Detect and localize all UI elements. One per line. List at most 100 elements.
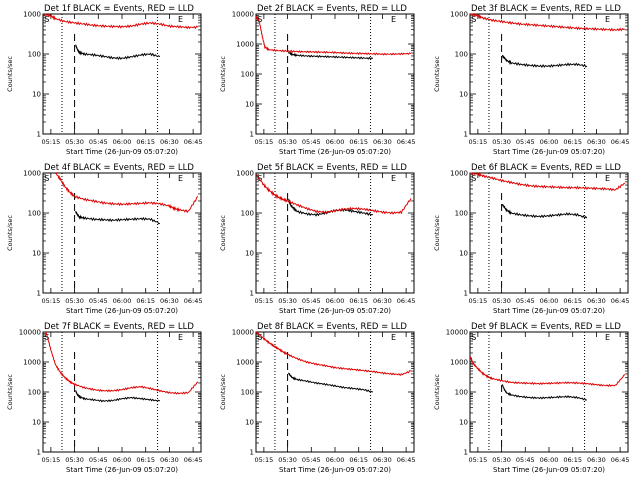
events-series-line [288,372,374,393]
y-tick-label: 100 [28,389,41,397]
x-tick-label: 05:15 [42,297,61,305]
x-tick-label: 05:15 [255,297,274,305]
panel-title: Det 2f BLACK = Events, RED = LLD [257,4,407,14]
detector-panel-5: Det 5f BLACK = Events, RED = LLD Counts/s… [219,163,415,315]
y-axis-label: Counts/sec [6,215,14,251]
y-tick-label: 100 [455,51,468,59]
x-tick-label: 05:45 [89,297,108,305]
y-tick-label: 1 [250,449,254,457]
y-tick-label: 1000 [236,359,254,367]
x-tick-label: 05:15 [42,456,61,464]
y-tick-label: 10000 [19,329,41,337]
x-tick-label: 06:45 [184,297,203,305]
panel-title: Det 8f BLACK = Events, RED = LLD [257,322,407,332]
y-tick-label: 100 [455,389,468,397]
x-tick-label: 06:15 [136,456,155,464]
y-axis-label: Counts/sec [433,374,441,410]
start-marker: S [44,333,49,342]
y-axis-label: Counts/sec [219,56,227,92]
start-marker: S [471,174,476,183]
plot-frame [255,172,415,294]
x-tick-label: 06:45 [611,297,630,305]
lld-series-line [45,331,199,395]
y-tick-label: 10000 [232,329,254,337]
x-tick-label: 06:30 [587,138,606,146]
x-tick-label: 05:30 [492,138,511,146]
x-tick-label: 06:00 [113,138,132,146]
detector-panel-6: Det 6f BLACK = Events, RED = LLD Counts/s… [433,163,629,315]
y-tick-label: 1 [464,290,468,298]
y-tick-label: 1 [464,131,468,139]
y-tick-label: 1 [37,449,41,457]
start-marker: S [44,174,49,183]
x-tick-label: 05:30 [278,456,297,464]
x-axis-label: Start Time (26-Jun-09 05:07:20) [66,148,178,156]
x-tick-label: 05:15 [255,138,274,146]
x-axis-label: Start Time (26-Jun-09 05:07:20) [66,307,178,315]
x-tick-label: 06:00 [540,138,559,146]
panel-title: Det 3f BLACK = Events, RED = LLD [471,4,621,14]
y-tick-label: 100 [241,210,254,218]
events-series-line [502,384,588,401]
events-series-line [75,44,161,61]
x-tick-label: 05:30 [278,297,297,305]
x-tick-label: 06:00 [113,297,132,305]
x-tick-label: 05:30 [278,138,297,146]
y-tick-label: 1000 [450,359,468,367]
end-marker: E [178,15,183,24]
start-marker: S [44,15,49,24]
x-tick-label: 05:15 [42,138,61,146]
x-tick-label: 05:30 [492,456,511,464]
y-tick-label: 1000 [23,359,41,367]
y-tick-label: 1 [37,131,41,139]
x-tick-label: 05:30 [65,456,84,464]
x-tick-label: 06:45 [397,456,416,464]
events-series-line [75,389,161,403]
x-tick-label: 06:15 [349,297,368,305]
events-series-line [502,204,588,220]
y-tick-label: 10 [32,250,41,258]
x-tick-label: 05:15 [255,456,274,464]
plot-frame [42,172,202,294]
y-tick-label: 1 [250,290,254,298]
x-tick-label: 06:45 [397,138,416,146]
x-tick-label: 05:30 [492,297,511,305]
plot-frame [42,13,202,135]
panel-title: Det 4f BLACK = Events, RED = LLD [44,163,194,173]
x-tick-label: 06:00 [326,456,345,464]
x-tick-label: 06:15 [563,138,582,146]
y-tick-label: 100 [241,389,254,397]
x-tick-label: 06:45 [611,138,630,146]
detector-panel-9: Det 9f BLACK = Events, RED = LLD Counts/s… [433,322,629,474]
y-tick-label: 100 [241,71,254,79]
y-axis-label: Counts/sec [433,215,441,251]
y-tick-label: 10 [459,91,468,99]
lld-series-line [42,13,199,30]
end-marker: E [178,333,183,342]
x-axis-label: Start Time (26-Jun-09 05:07:20) [493,307,605,315]
plot-frame [42,331,202,453]
y-tick-label: 100 [28,210,41,218]
plot-frame [469,172,629,294]
x-tick-label: 06:30 [160,138,179,146]
x-tick-label: 06:30 [373,297,392,305]
y-axis-label: Counts/sec [219,374,227,410]
lld-series-line [255,15,412,56]
lld-series-line [256,174,412,215]
x-tick-label: 06:30 [373,456,392,464]
x-tick-label: 06:30 [160,456,179,464]
y-tick-label: 1000 [236,41,254,49]
x-tick-label: 05:45 [302,456,321,464]
end-marker: E [391,15,396,24]
events-series-line [502,54,588,69]
lld-series-line [255,331,412,377]
x-axis-label: Start Time (26-Jun-09 05:07:20) [493,466,605,474]
detector-panel-8: Det 8f BLACK = Events, RED = LLD Counts/s… [219,322,415,474]
y-tick-label: 1000 [23,11,41,19]
y-axis-label: Counts/sec [6,56,14,92]
start-marker: S [471,333,476,342]
x-tick-label: 05:30 [65,138,84,146]
x-tick-label: 06:30 [587,456,606,464]
x-tick-label: 06:00 [113,456,132,464]
